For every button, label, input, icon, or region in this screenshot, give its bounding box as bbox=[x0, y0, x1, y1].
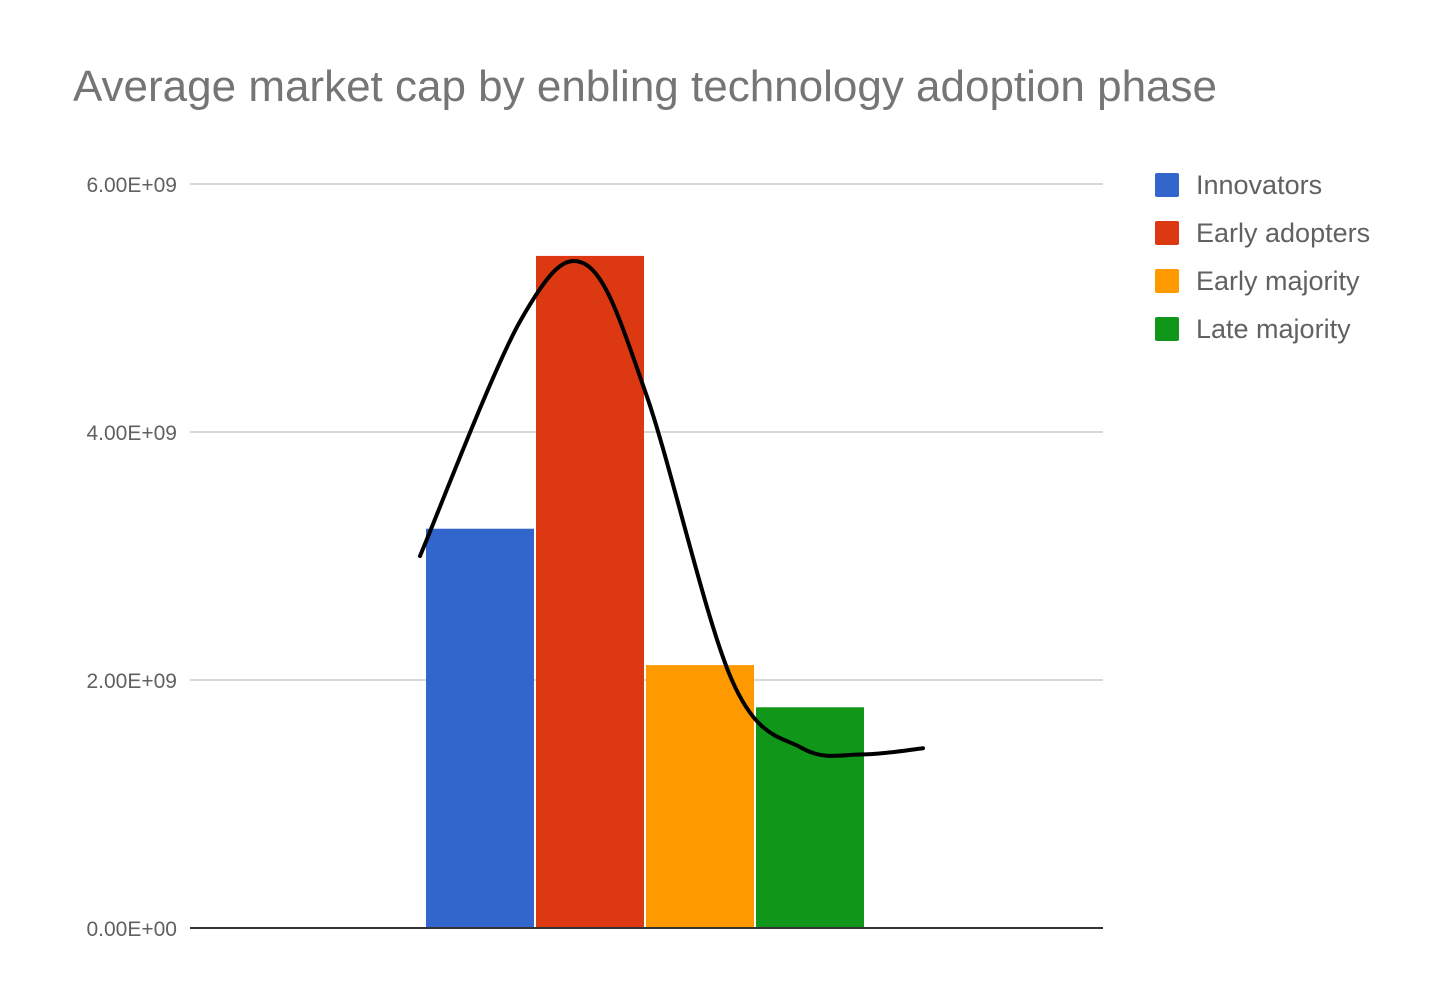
bar-innovators bbox=[426, 528, 534, 928]
legend-label: Early majority bbox=[1196, 266, 1360, 296]
y-tick-label: 0.00E+00 bbox=[86, 918, 177, 941]
hand-drawn-trend-curve bbox=[418, 259, 925, 758]
y-tick-label: 2.00E+09 bbox=[86, 670, 177, 693]
legend-swatch bbox=[1155, 221, 1179, 245]
legend-label: Late majority bbox=[1196, 314, 1351, 344]
legend: Innovators Early adopters Early majority La… bbox=[1155, 170, 1370, 344]
bar-late-majority bbox=[756, 707, 864, 928]
legend-swatch bbox=[1155, 173, 1179, 197]
gridlines bbox=[190, 183, 1103, 681]
bar-early-majority bbox=[646, 665, 754, 928]
legend-label: Early adopters bbox=[1196, 218, 1370, 248]
legend-label: Innovators bbox=[1196, 170, 1322, 200]
y-tick-label: 4.00E+09 bbox=[86, 422, 177, 445]
legend-swatch bbox=[1155, 317, 1179, 341]
legend-swatch bbox=[1155, 269, 1179, 293]
chart-title: Average market cap by enbling technology… bbox=[73, 62, 1217, 111]
bars bbox=[426, 255, 864, 929]
y-axis-tick-labels: 0.00E+00 2.00E+09 4.00E+09 6.00E+09 bbox=[86, 174, 177, 941]
y-tick-label: 6.00E+09 bbox=[86, 174, 177, 197]
bar-early-adopters bbox=[536, 255, 644, 929]
